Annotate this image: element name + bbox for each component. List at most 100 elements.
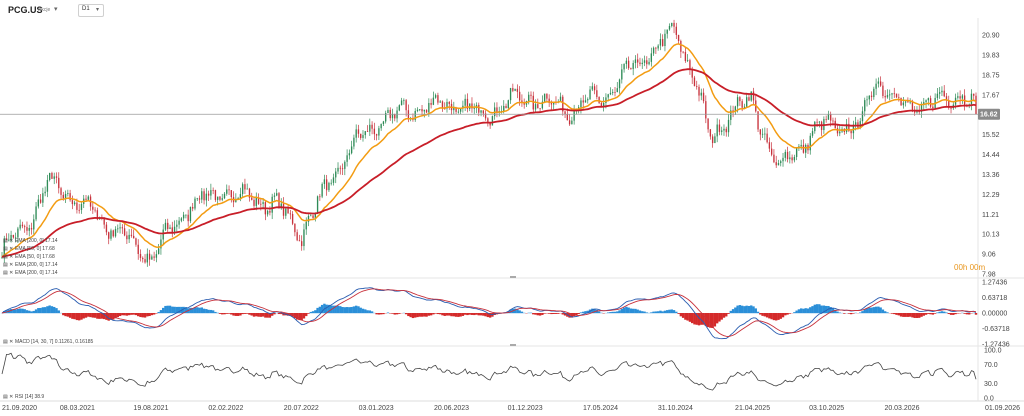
- macd-histogram-bar: [775, 313, 778, 321]
- candle-body: [353, 137, 355, 147]
- candle-body: [859, 121, 861, 128]
- candle-body: [219, 196, 221, 200]
- candle-body: [310, 215, 312, 217]
- candle-body: [800, 144, 802, 147]
- candle-body: [648, 61, 650, 65]
- macd-histogram-bar: [93, 313, 97, 318]
- macd-histogram-bar: [584, 311, 587, 314]
- macd-histogram-bar: [597, 311, 601, 314]
- candle-body: [58, 177, 60, 189]
- symbol-dropdown-chevron-icon[interactable]: ▾: [54, 6, 58, 13]
- symbol-label[interactable]: PCG.US: [8, 5, 43, 15]
- macd-histogram-bar: [552, 313, 555, 315]
- candle-body: [582, 100, 584, 103]
- candle-body: [337, 167, 339, 172]
- macd-histogram-bar: [908, 313, 912, 317]
- legend-item-ema-200[interactable]: ▤ ✕ EMA [200, 0] 17.14: [3, 238, 58, 244]
- candle-body: [780, 161, 782, 164]
- candle-body: [700, 92, 702, 96]
- candle-body: [686, 60, 689, 62]
- candle-body: [346, 155, 348, 162]
- macd-histogram-bar: [965, 313, 969, 315]
- candle-body: [228, 189, 230, 191]
- macd-histogram-bar: [806, 308, 810, 314]
- rsi-tick-label: 100.0: [984, 348, 1002, 355]
- candle-body: [382, 121, 385, 124]
- candle-body: [775, 162, 777, 166]
- macd-histogram-bar: [277, 313, 281, 315]
- legend-item-ema-50[interactable]: ▤ ✕ EMA [50, 0] 17.68: [3, 254, 55, 260]
- macd-histogram-bar: [359, 307, 362, 314]
- macd-histogram-bar: [899, 313, 903, 317]
- candle-body: [28, 228, 30, 231]
- macd-histogram-bar: [100, 313, 104, 319]
- candle-body: [943, 90, 945, 97]
- candle-body: [484, 113, 487, 119]
- legend-icons: ▤ ✕: [3, 238, 13, 244]
- candle-body: [185, 214, 187, 216]
- candle-body: [339, 167, 341, 169]
- macd-histogram-bar: [693, 313, 696, 325]
- macd-tick-label: 1.27436: [982, 280, 1007, 287]
- candle-body: [285, 208, 287, 216]
- macd-histogram-bar: [250, 313, 253, 316]
- macd-histogram-bar: [130, 313, 133, 315]
- macd-histogram-bar: [924, 313, 928, 315]
- candle-body: [543, 93, 546, 102]
- date-tick-label: 03.10.2025: [809, 405, 844, 412]
- macd-histogram-bar: [711, 313, 714, 329]
- candle-body: [282, 203, 285, 216]
- candle-body: [164, 222, 167, 230]
- candle-body: [10, 234, 12, 240]
- candle-body: [616, 88, 618, 93]
- macd-histogram-bar: [897, 313, 901, 316]
- macd-histogram-bar: [670, 309, 673, 314]
- macd-histogram-bar: [725, 313, 728, 317]
- candle-body: [325, 179, 328, 191]
- macd-histogram-bar: [661, 311, 664, 314]
- macd-histogram-bar: [486, 313, 490, 318]
- candle-body: [144, 259, 146, 263]
- candle-body: [702, 92, 705, 102]
- candle-body: [680, 40, 682, 52]
- rsi-legend[interactable]: ▤ ✕ RSI [14] 38.9: [3, 394, 44, 400]
- macd-histogram-bar: [691, 313, 694, 324]
- legend-item-ema-200[interactable]: ▤ ✕ EMA [200, 0] 17.14: [3, 262, 58, 268]
- macd-histogram-bar: [71, 313, 74, 319]
- macd-histogram-bar: [73, 313, 76, 320]
- price-tick-label: 20.90: [982, 33, 1000, 40]
- macd-histogram-bar: [543, 313, 546, 314]
- macd-histogram-bar: [967, 313, 971, 315]
- candle-body: [371, 124, 373, 129]
- candle-body: [848, 123, 850, 131]
- candle-body: [539, 108, 541, 110]
- macd-histogram-bar: [327, 304, 331, 314]
- candle-body: [69, 193, 71, 201]
- candle-body: [836, 128, 839, 134]
- candle-body: [827, 114, 830, 120]
- legend-item-ema-50[interactable]: ▤ ✕ EMA [50, 0] 17.68: [3, 246, 55, 252]
- macd-histogram-bar: [804, 308, 807, 314]
- macd-histogram-bar: [613, 311, 617, 314]
- macd-histogram-bar: [87, 313, 90, 317]
- candle-body: [210, 190, 212, 196]
- legend-icons: ▤ ✕: [3, 254, 13, 260]
- macd-histogram-bar: [134, 313, 138, 316]
- candle-body: [471, 103, 473, 109]
- candle-body: [918, 111, 920, 113]
- candle-body: [675, 26, 677, 35]
- macd-histogram-bar: [582, 311, 585, 314]
- macd-histogram-bar: [568, 313, 571, 318]
- candle-body: [957, 96, 959, 98]
- macd-legend[interactable]: ▤ ✕ MACD [14, 30, 7] 0.11261, 0.16185: [3, 339, 94, 345]
- price-tick-label: 12.29: [982, 192, 1000, 199]
- price-tick-label: 18.75: [982, 72, 1000, 79]
- candle-body: [121, 227, 124, 229]
- candle-body: [3, 238, 5, 257]
- timeframe-select[interactable]: D1 ▾: [78, 4, 104, 17]
- macd-histogram-bar: [793, 312, 796, 314]
- macd-histogram-bar: [473, 313, 476, 316]
- legend-item-ema-200[interactable]: ▤ ✕ EMA [200, 0] 17.14: [3, 270, 58, 276]
- candle-body: [671, 22, 673, 27]
